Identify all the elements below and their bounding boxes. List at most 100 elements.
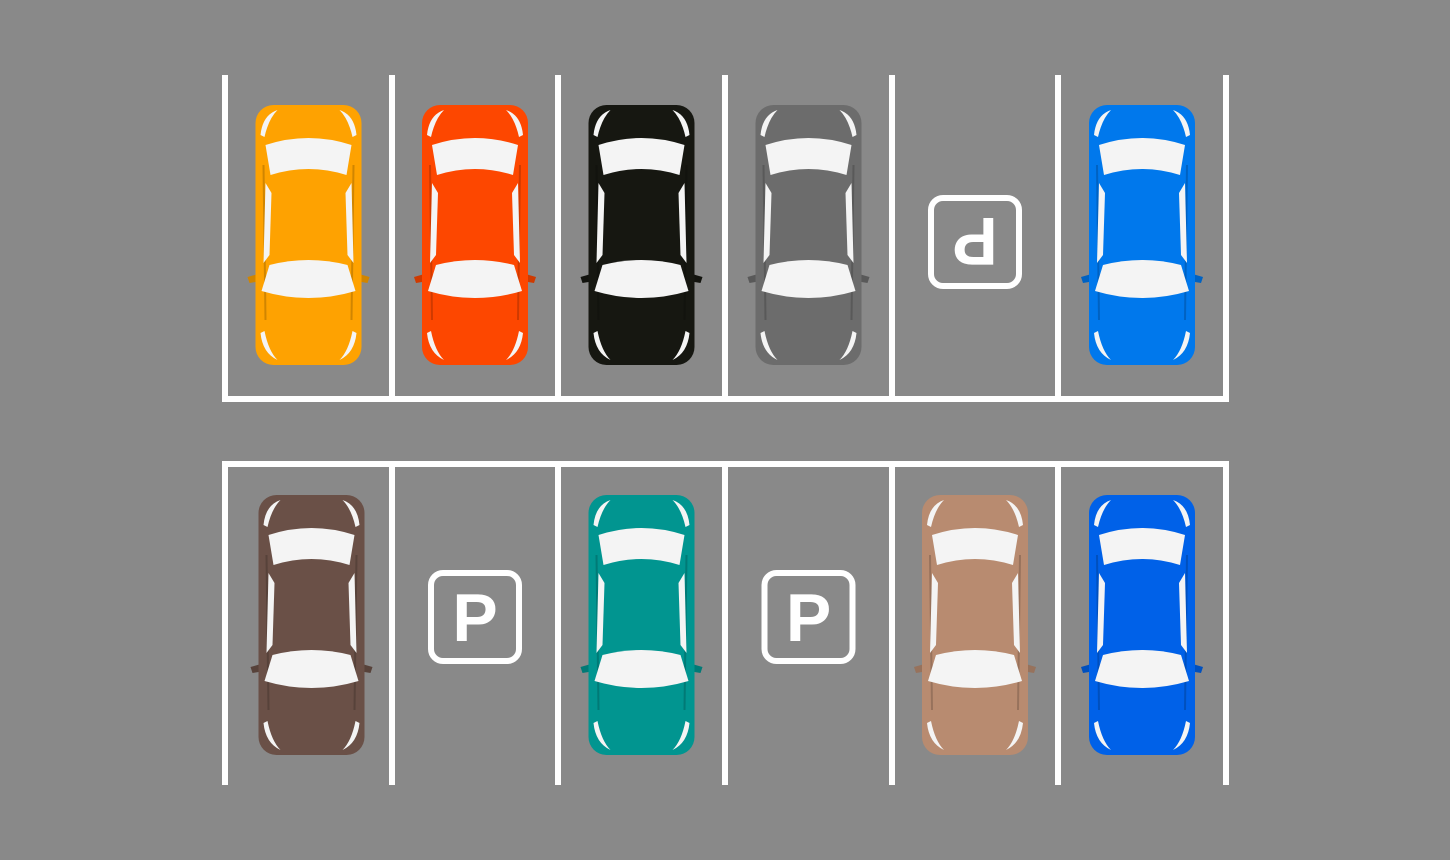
car-rear-window: [594, 650, 689, 688]
car-headlight-left: [260, 110, 278, 137]
parking-sign-letter: P: [452, 580, 497, 656]
spot-divider-line: [722, 461, 728, 785]
car-headlight-right: [342, 500, 360, 527]
parked-car: [580, 105, 703, 365]
parked-car: [414, 105, 536, 365]
top-row: [222, 75, 1229, 402]
car-headlight-right: [839, 110, 857, 137]
spot-divider-line: [555, 75, 561, 402]
spot-divider-line: [889, 461, 895, 785]
spot-divider-line: [889, 75, 895, 402]
parking-sign-icon: P: [928, 195, 1022, 289]
car-windshield: [765, 138, 852, 175]
car-taillight-right: [672, 721, 690, 750]
car-headlight-right: [1173, 110, 1190, 137]
parked-car: [1081, 105, 1203, 365]
car-window-right: [1179, 183, 1187, 263]
car-headlight-left: [593, 500, 611, 527]
car-window-right: [345, 183, 354, 263]
car-headlight-right: [506, 110, 523, 137]
spot-divider-line: [1055, 75, 1061, 402]
parked-car: [747, 105, 870, 365]
car-window-right: [512, 183, 520, 263]
parking-sign-frame: [928, 195, 1022, 289]
car-window-left: [1097, 183, 1105, 263]
car-taillight-left: [1094, 331, 1111, 360]
parked-car: [580, 495, 703, 755]
car-windshield: [598, 138, 685, 175]
car-window-left: [763, 183, 772, 263]
car-headlight-left: [1094, 110, 1111, 137]
car-taillight-left: [927, 721, 944, 750]
car-window-left: [266, 573, 275, 653]
parked-car: [914, 495, 1036, 755]
parking-sign-frame: [428, 570, 522, 664]
car-taillight-left: [1094, 721, 1111, 750]
parking-sign-letter: P: [952, 203, 997, 279]
car-rear-window: [1095, 650, 1189, 688]
car-taillight-left: [427, 331, 444, 360]
car-rear-window: [594, 260, 689, 298]
spot-divider-line: [1223, 461, 1229, 785]
car-taillight-right: [1006, 721, 1023, 750]
car-windshield: [1099, 528, 1185, 565]
spot-divider-line: [722, 75, 728, 402]
car-taillight-right: [342, 721, 360, 750]
car-headlight-left: [263, 500, 281, 527]
car-headlight-right: [1006, 500, 1023, 527]
car-window-left: [930, 573, 938, 653]
parking-sign-letter: P: [786, 580, 831, 656]
row-end-line: [222, 461, 1229, 467]
car-windshield: [432, 138, 518, 175]
car-window-left: [263, 183, 272, 263]
car-window-left: [1097, 573, 1105, 653]
car-window-right: [1179, 573, 1187, 653]
car-headlight-left: [927, 500, 944, 527]
car-headlight-right: [339, 110, 357, 137]
car-window-left: [430, 183, 438, 263]
car-rear-window: [261, 260, 356, 298]
car-window-right: [678, 183, 687, 263]
spot-divider-line: [222, 461, 228, 785]
parked-car: [247, 105, 370, 365]
car-windshield: [265, 138, 352, 175]
car-taillight-right: [506, 331, 523, 360]
car-window-left: [596, 573, 605, 653]
car-rear-window: [1095, 260, 1189, 298]
parking-sign-icon: P: [761, 570, 856, 664]
car-windshield: [598, 528, 685, 565]
car-rear-window: [428, 260, 522, 298]
car-headlight-right: [672, 500, 690, 527]
car-windshield: [268, 528, 355, 565]
car-taillight-right: [1173, 721, 1190, 750]
parked-car: [1081, 495, 1203, 755]
car-taillight-left: [593, 331, 611, 360]
car-taillight-right: [672, 331, 690, 360]
spot-divider-line: [222, 75, 228, 402]
car-window-right: [348, 573, 357, 653]
spot-divider-line: [389, 461, 395, 785]
car-taillight-right: [839, 331, 857, 360]
car-headlight-left: [427, 110, 444, 137]
car-window-left: [596, 183, 605, 263]
car-window-right: [845, 183, 854, 263]
car-window-right: [678, 573, 687, 653]
car-windshield: [932, 528, 1018, 565]
row-end-line: [222, 396, 1229, 402]
car-taillight-left: [260, 331, 278, 360]
spot-divider-line: [555, 461, 561, 785]
car-windshield: [1099, 138, 1185, 175]
car-rear-window: [928, 650, 1022, 688]
car-headlight-right: [672, 110, 690, 137]
parking-sign-icon: P: [428, 570, 522, 664]
spot-divider-line: [1055, 461, 1061, 785]
car-headlight-left: [760, 110, 778, 137]
car-taillight-left: [263, 721, 281, 750]
car-taillight-left: [760, 331, 778, 360]
car-headlight-left: [1094, 500, 1111, 527]
bottom-row: [222, 461, 1229, 785]
parked-car: [250, 495, 373, 755]
car-rear-window: [761, 260, 856, 298]
